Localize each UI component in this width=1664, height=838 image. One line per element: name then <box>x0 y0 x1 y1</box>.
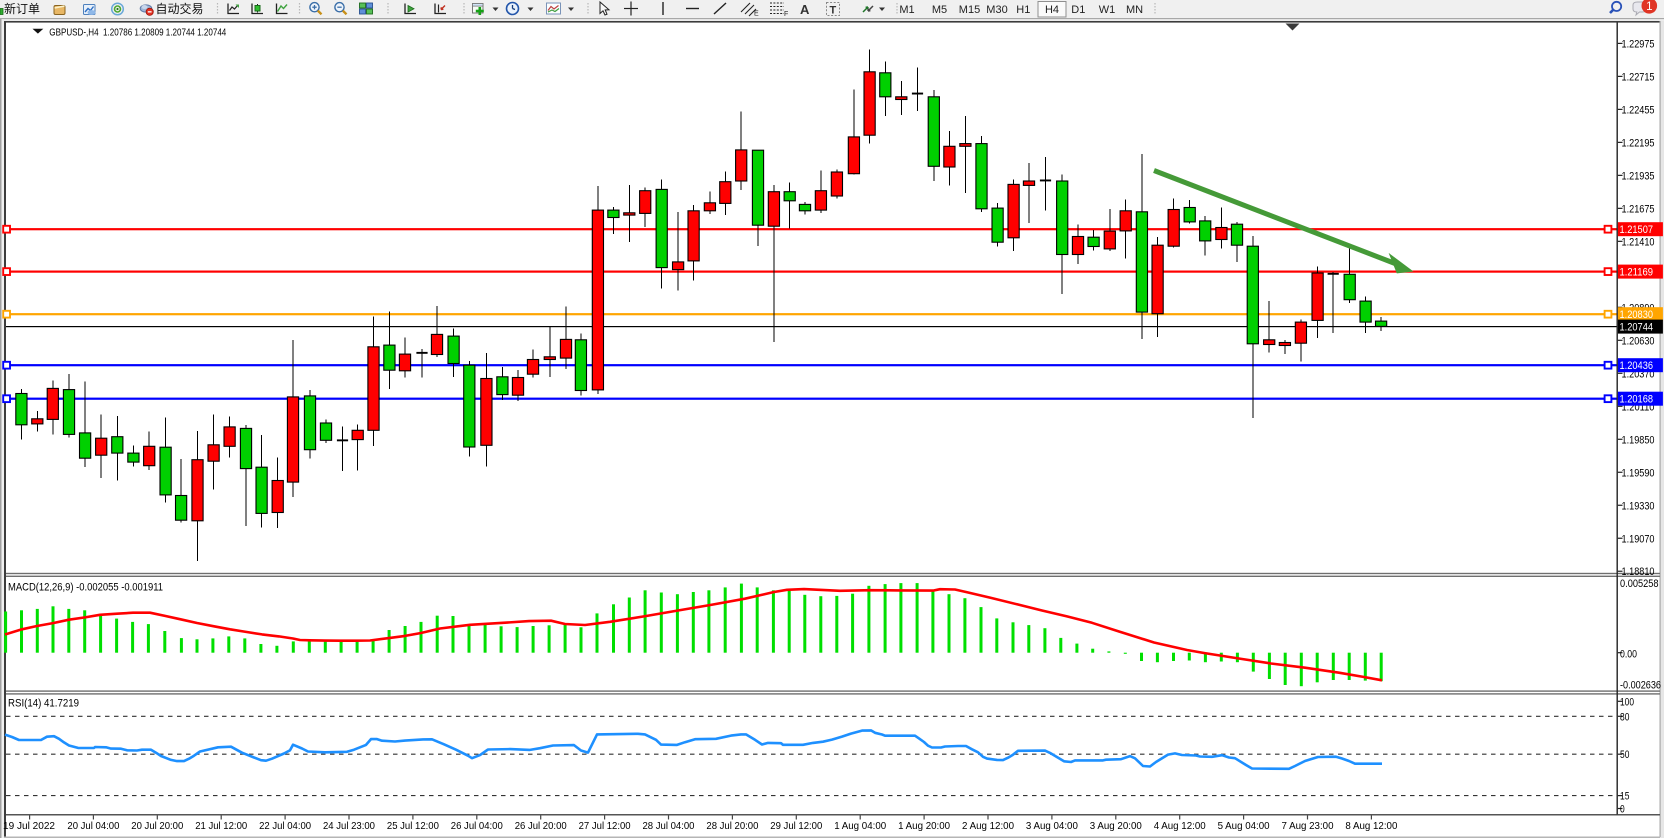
svg-text:1.21507: 1.21507 <box>1620 224 1654 236</box>
svg-text:新订单: 新订单 <box>4 1 40 16</box>
svg-text:MN: MN <box>1126 4 1143 16</box>
svg-text:RSI(14) 41.7219: RSI(14) 41.7219 <box>8 698 79 710</box>
svg-text:H1: H1 <box>1016 4 1030 16</box>
svg-text:28 Jul 20:00: 28 Jul 20:00 <box>706 820 758 832</box>
svg-text:T: T <box>830 5 837 17</box>
svg-text:1.20436: 1.20436 <box>1620 360 1654 372</box>
svg-text:H4: H4 <box>1045 4 1059 16</box>
svg-text:7 Aug 23:00: 7 Aug 23:00 <box>1282 820 1334 832</box>
svg-text:1.18810: 1.18810 <box>1622 566 1655 578</box>
svg-text:1.19590: 1.19590 <box>1622 467 1655 479</box>
svg-text:1.20744: 1.20744 <box>1620 322 1654 334</box>
svg-text:80: 80 <box>1620 711 1629 723</box>
svg-text:M5: M5 <box>932 4 947 16</box>
svg-text:0.00: 0.00 <box>1620 649 1637 661</box>
svg-text:27 Jul 12:00: 27 Jul 12:00 <box>579 820 631 832</box>
svg-text:1.20830: 1.20830 <box>1620 309 1654 321</box>
svg-text:5 Aug 04:00: 5 Aug 04:00 <box>1218 820 1270 832</box>
svg-text:26 Jul 04:00: 26 Jul 04:00 <box>451 820 503 832</box>
svg-text:MACD(12,26,9) -0.002055 -0.001: MACD(12,26,9) -0.002055 -0.001911 <box>8 582 163 594</box>
svg-text:M15: M15 <box>959 4 980 16</box>
svg-text:1 Aug 04:00: 1 Aug 04:00 <box>834 820 886 832</box>
svg-text:25 Jul 12:00: 25 Jul 12:00 <box>387 820 439 832</box>
svg-text:M30: M30 <box>986 4 1007 16</box>
svg-text:4 Aug 12:00: 4 Aug 12:00 <box>1154 820 1206 832</box>
svg-text:50: 50 <box>1620 749 1629 761</box>
svg-text:19 Jul 2022: 19 Jul 2022 <box>3 820 55 832</box>
svg-text:1.20630: 1.20630 <box>1622 335 1655 347</box>
svg-text:1: 1 <box>1646 1 1652 13</box>
svg-text:0: 0 <box>1620 804 1625 816</box>
svg-text:1.19330: 1.19330 <box>1622 500 1655 512</box>
svg-text:1.21169: 1.21169 <box>1620 267 1654 279</box>
svg-text:2 Aug 12:00: 2 Aug 12:00 <box>962 820 1014 832</box>
svg-text:GBPUSD-,H4 1.20786 1.20809 1.: GBPUSD-,H4 1.20786 1.20809 1.20744 1.207… <box>49 27 226 39</box>
svg-text:1.22975: 1.22975 <box>1622 38 1655 50</box>
svg-text:1.22195: 1.22195 <box>1622 137 1655 149</box>
svg-text:1.19850: 1.19850 <box>1622 434 1655 446</box>
svg-text:22 Jul 04:00: 22 Jul 04:00 <box>259 820 311 832</box>
svg-text:20 Jul 04:00: 20 Jul 04:00 <box>67 820 119 832</box>
svg-text:28 Jul 04:00: 28 Jul 04:00 <box>643 820 695 832</box>
svg-text:A: A <box>800 2 810 17</box>
svg-text:W1: W1 <box>1099 4 1116 16</box>
svg-text:24 Jul 23:00: 24 Jul 23:00 <box>323 820 375 832</box>
svg-text:1.22455: 1.22455 <box>1622 104 1655 116</box>
svg-text:D1: D1 <box>1071 4 1085 16</box>
svg-text:20 Jul 20:00: 20 Jul 20:00 <box>131 820 183 832</box>
svg-text:3 Aug 20:00: 3 Aug 20:00 <box>1090 820 1142 832</box>
svg-text:0.005258: 0.005258 <box>1620 578 1659 590</box>
svg-text:26 Jul 20:00: 26 Jul 20:00 <box>515 820 567 832</box>
svg-text:3 Aug 04:00: 3 Aug 04:00 <box>1026 820 1078 832</box>
svg-text:1.20168: 1.20168 <box>1620 394 1654 406</box>
svg-text:15: 15 <box>1620 791 1629 803</box>
svg-text:1.22715: 1.22715 <box>1622 71 1655 83</box>
svg-text:E: E <box>754 11 759 18</box>
svg-text:-0.002636: -0.002636 <box>1620 680 1661 692</box>
svg-text:1.21935: 1.21935 <box>1622 170 1655 182</box>
svg-text:1.21675: 1.21675 <box>1622 203 1655 215</box>
svg-text:M1: M1 <box>899 4 914 16</box>
svg-text:1.21410: 1.21410 <box>1622 236 1655 248</box>
svg-text:29 Jul 12:00: 29 Jul 12:00 <box>770 820 822 832</box>
svg-text:21 Jul 12:00: 21 Jul 12:00 <box>195 820 247 832</box>
svg-text:8 Aug 12:00: 8 Aug 12:00 <box>1345 820 1397 832</box>
svg-text:1 Aug 20:00: 1 Aug 20:00 <box>898 820 950 832</box>
svg-text:F: F <box>784 11 788 18</box>
svg-text:100: 100 <box>1620 696 1634 708</box>
svg-text:自动交易: 自动交易 <box>156 1 204 16</box>
svg-text:1.19070: 1.19070 <box>1622 533 1655 545</box>
